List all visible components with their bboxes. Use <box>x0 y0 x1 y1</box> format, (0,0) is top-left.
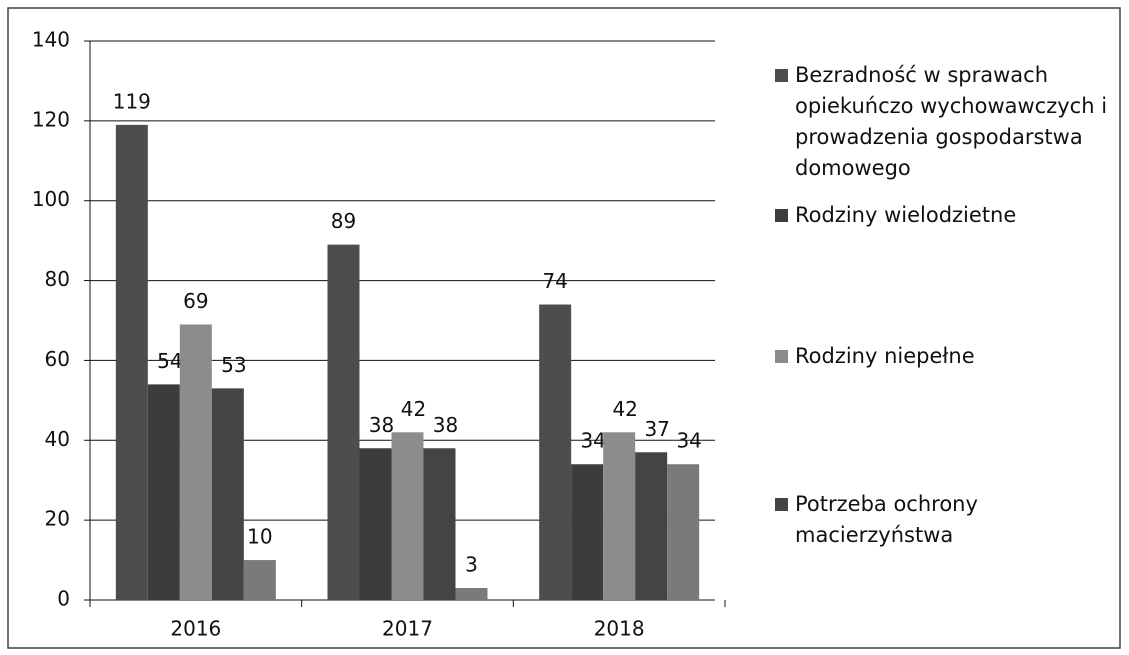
bar <box>571 464 604 600</box>
data-label: 38 <box>433 413 458 437</box>
legend-swatch <box>775 350 788 363</box>
data-label: 54 <box>157 349 182 373</box>
x-tick-label: 2018 <box>594 617 645 641</box>
y-tick-label: 60 <box>45 347 70 371</box>
y-tick-label: 20 <box>45 507 70 531</box>
bar <box>147 384 180 600</box>
bar <box>423 448 456 600</box>
legend-swatch <box>775 209 788 222</box>
bar <box>539 304 572 600</box>
bar <box>635 452 668 600</box>
data-label: 53 <box>221 353 246 377</box>
bar <box>667 464 700 600</box>
data-label: 42 <box>612 397 637 421</box>
bar <box>179 324 212 600</box>
data-label: 89 <box>331 209 356 233</box>
legend-swatch <box>775 498 788 511</box>
y-tick-label: 0 <box>57 587 70 611</box>
legend-item: Rodziny wielodzietne <box>775 200 1129 231</box>
data-label: 69 <box>183 289 208 313</box>
bar <box>327 244 360 600</box>
y-tick-label: 140 <box>32 28 70 52</box>
legend-swatch <box>775 69 788 82</box>
legend-label: Potrzeba ochrony macierzyństwa <box>795 492 978 547</box>
legend-label: Bezradność w sprawach opiekuńczo wychowa… <box>795 63 1108 180</box>
chart-border <box>7 7 1121 649</box>
data-label: 42 <box>401 397 426 421</box>
data-label: 34 <box>676 429 701 453</box>
x-tick-label: 2016 <box>170 617 221 641</box>
data-label: 10 <box>247 525 272 549</box>
bar <box>211 388 244 600</box>
legend-label: Rodziny wielodzietne <box>795 203 1017 227</box>
bar <box>391 432 424 600</box>
data-label: 34 <box>580 429 605 453</box>
bar <box>115 124 148 600</box>
data-label: 74 <box>542 269 567 293</box>
bar <box>359 448 392 600</box>
data-label: 38 <box>369 413 394 437</box>
y-tick-label: 120 <box>32 107 70 131</box>
x-tick-label: 2017 <box>382 617 433 641</box>
y-tick-label: 40 <box>45 427 70 451</box>
legend-item: Potrzeba ochrony macierzyństwa <box>775 489 1129 551</box>
bar <box>243 560 276 600</box>
bar <box>603 432 636 600</box>
bar <box>455 588 488 600</box>
legend-item: Bezradność w sprawach opiekuńczo wychowa… <box>775 60 1129 184</box>
data-label: 3 <box>465 553 478 577</box>
y-tick-label: 100 <box>32 187 70 211</box>
data-label: 119 <box>113 89 151 113</box>
data-label: 37 <box>644 417 669 441</box>
legend-label: Rodziny niepełne <box>795 344 975 368</box>
y-tick-label: 80 <box>45 267 70 291</box>
legend-item: Rodziny niepełne <box>775 341 1129 372</box>
